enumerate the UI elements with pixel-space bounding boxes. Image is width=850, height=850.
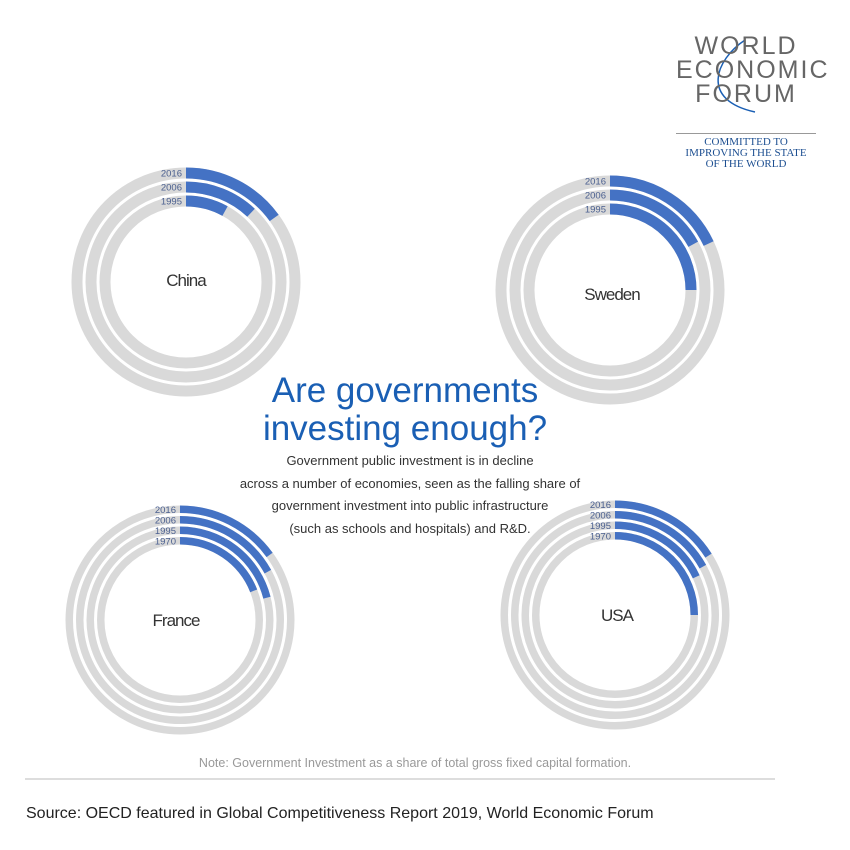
title-line: Are governments bbox=[271, 371, 539, 410]
logo-line: WORLD bbox=[694, 32, 798, 60]
tagline-line: OF THE WORLD bbox=[705, 158, 787, 170]
ring-label: 2006 bbox=[585, 191, 606, 202]
country-label: USA bbox=[601, 606, 635, 625]
country-label: France bbox=[153, 611, 200, 630]
ring-bar-usa-2006 bbox=[614, 511, 707, 569]
source: Source: OECD featured in Global Competit… bbox=[26, 805, 654, 822]
tagline-line: IMPROVING THE STATE bbox=[685, 147, 807, 159]
title-line: investing enough? bbox=[262, 409, 548, 448]
ring-label: 1995 bbox=[585, 205, 606, 216]
ring-bar-france-2016 bbox=[179, 505, 273, 558]
ring-bar-sweden-2016 bbox=[609, 175, 714, 247]
country-label: China bbox=[166, 271, 207, 290]
subtitle-line: (such as schools and hospitals) and R&D. bbox=[289, 520, 531, 536]
subtitle-line: Government public investment is in decli… bbox=[286, 453, 534, 468]
logo-line: FORUM bbox=[695, 80, 797, 108]
country-label: Sweden bbox=[584, 285, 640, 304]
ring-bar-china-2016 bbox=[185, 167, 279, 222]
ring-bar-sweden-1995 bbox=[609, 203, 697, 291]
logo-line: ECONOMIC bbox=[676, 56, 830, 84]
ring-label: 2016 bbox=[585, 177, 606, 188]
ring-label: 2006 bbox=[161, 183, 182, 194]
ring-label: 2016 bbox=[590, 500, 611, 511]
ring-bar-china-1995 bbox=[185, 195, 228, 216]
ring-label: 2006 bbox=[590, 510, 611, 521]
tagline-line: COMMITTED TO bbox=[704, 136, 788, 148]
divider bbox=[25, 778, 775, 780]
logo-tagline: COMMITTED TO IMPROVING THE STATE OF THE … bbox=[676, 133, 816, 170]
note: Note: Government Investment as a share o… bbox=[198, 756, 632, 770]
subtitle: Government public investment is in decli… bbox=[225, 450, 595, 540]
subtitle-line: across a number of economies, seen as th… bbox=[239, 475, 581, 491]
ring-label: 2006 bbox=[155, 515, 176, 526]
ring-bar-china-2006 bbox=[185, 181, 255, 217]
ring-bar-usa-1970 bbox=[614, 532, 698, 616]
ring-bar-usa-2016 bbox=[614, 500, 712, 558]
ring-label: 1995 bbox=[590, 521, 611, 532]
ring-bar-france-2006 bbox=[179, 516, 272, 574]
subtitle-line: government investment into public infras… bbox=[271, 498, 549, 513]
ring-label: 2016 bbox=[161, 169, 182, 180]
ring-label: 2016 bbox=[155, 505, 176, 516]
wef-logo: WORLD ECONOMIC FORUM bbox=[676, 32, 830, 108]
ring-bar-sweden-2006 bbox=[609, 189, 699, 247]
ring-label: 1995 bbox=[161, 197, 182, 208]
logo-swoosh-icon bbox=[717, 39, 756, 113]
ring-label: 1995 bbox=[155, 526, 176, 537]
ring-label: 1970 bbox=[590, 531, 611, 542]
ring-label: 1970 bbox=[155, 536, 176, 547]
ring-bar-france-1970 bbox=[179, 537, 258, 593]
ring-bar-usa-1995 bbox=[614, 521, 700, 579]
page-title: Are governments investing enough? bbox=[240, 372, 570, 448]
ring-bar-france-1995 bbox=[179, 526, 271, 599]
